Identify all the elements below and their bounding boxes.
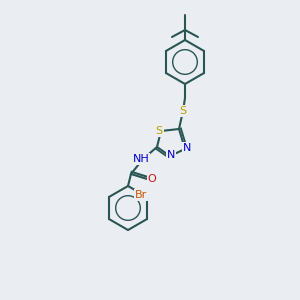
Text: N: N [183, 143, 191, 153]
Text: N: N [167, 150, 175, 160]
Text: S: S [155, 126, 163, 136]
Text: Br: Br [135, 190, 147, 200]
Text: O: O [148, 174, 156, 184]
Text: S: S [179, 106, 187, 116]
Text: NH: NH [133, 154, 149, 164]
Text: S: S [179, 106, 187, 116]
